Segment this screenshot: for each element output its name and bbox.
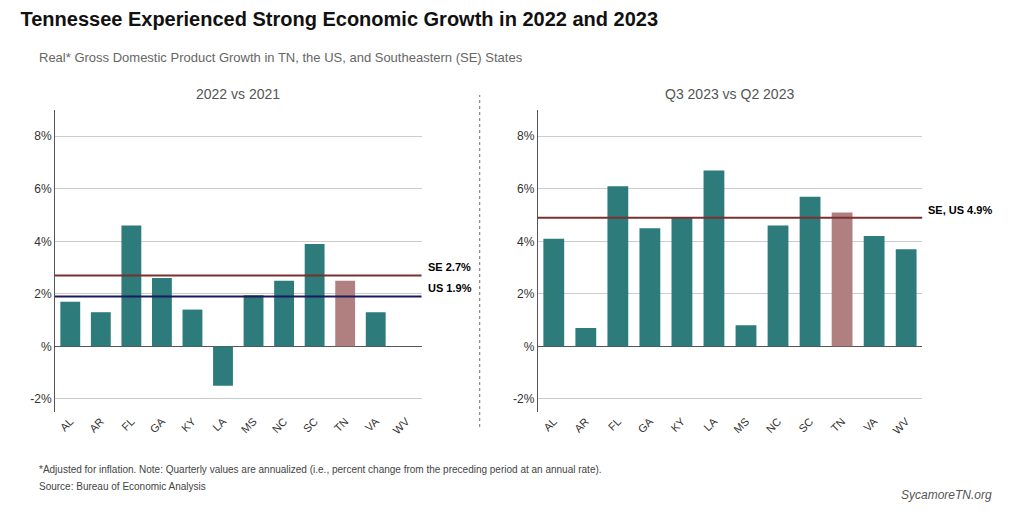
svg-text:GA: GA bbox=[635, 415, 655, 435]
svg-text:4%: 4% bbox=[34, 235, 52, 249]
svg-text:6%: 6% bbox=[34, 182, 52, 196]
svg-text:%: % bbox=[41, 340, 52, 354]
svg-text:NC: NC bbox=[270, 415, 290, 435]
svg-text:AR: AR bbox=[87, 415, 106, 434]
svg-text:Q3 2023 vs Q2 2023: Q3 2023 vs Q2 2023 bbox=[665, 86, 794, 102]
svg-text:%: % bbox=[524, 340, 535, 354]
svg-text:WV: WV bbox=[890, 415, 911, 436]
svg-text:LA: LA bbox=[701, 415, 719, 433]
svg-text:6%: 6% bbox=[517, 182, 535, 196]
svg-text:US 1.9%: US 1.9% bbox=[428, 282, 472, 294]
svg-text:KY: KY bbox=[668, 415, 687, 434]
svg-text:8%: 8% bbox=[34, 129, 52, 143]
svg-text:VA: VA bbox=[363, 415, 382, 434]
svg-text:SC: SC bbox=[796, 415, 815, 434]
svg-text:AL: AL bbox=[58, 415, 76, 433]
svg-text:FL: FL bbox=[119, 415, 137, 433]
svg-text:SycamoreTN.org: SycamoreTN.org bbox=[901, 488, 992, 502]
svg-text:4%: 4% bbox=[517, 235, 535, 249]
svg-text:SC: SC bbox=[301, 415, 320, 434]
svg-text:TN: TN bbox=[829, 415, 848, 434]
svg-text:Tennessee Experienced Strong E: Tennessee Experienced Strong Economic Gr… bbox=[20, 8, 658, 30]
svg-text:GA: GA bbox=[147, 415, 167, 435]
svg-text:LA: LA bbox=[210, 415, 228, 433]
svg-text:KY: KY bbox=[179, 415, 198, 434]
svg-text:NC: NC bbox=[764, 415, 784, 435]
svg-text:-2%: -2% bbox=[30, 392, 52, 406]
svg-text:SE, US 4.9%: SE, US 4.9% bbox=[928, 204, 992, 216]
svg-text:MS: MS bbox=[731, 415, 751, 435]
svg-text:AR: AR bbox=[572, 415, 591, 434]
svg-text:2%: 2% bbox=[517, 287, 535, 301]
svg-text:2%: 2% bbox=[34, 287, 52, 301]
svg-text:VA: VA bbox=[861, 415, 880, 434]
svg-text:-2%: -2% bbox=[513, 392, 535, 406]
svg-text:TN: TN bbox=[332, 415, 351, 434]
svg-text:2022 vs 2021: 2022 vs 2021 bbox=[196, 86, 280, 102]
svg-text:Real* Gross Domestic Product G: Real* Gross Domestic Product Growth in T… bbox=[39, 50, 523, 65]
svg-text:8%: 8% bbox=[517, 129, 535, 143]
svg-text:FL: FL bbox=[606, 415, 624, 433]
svg-text:Source: Bureau of Economic Ana: Source: Bureau of Economic Analysis bbox=[39, 481, 206, 492]
svg-text:MS: MS bbox=[239, 415, 259, 435]
svg-text:*Adjusted for inflation. Note:: *Adjusted for inflation. Note: Quarterly… bbox=[39, 464, 602, 475]
svg-text:AL: AL bbox=[541, 415, 559, 433]
svg-text:SE 2.7%: SE 2.7% bbox=[428, 261, 471, 273]
svg-text:WV: WV bbox=[391, 415, 412, 436]
